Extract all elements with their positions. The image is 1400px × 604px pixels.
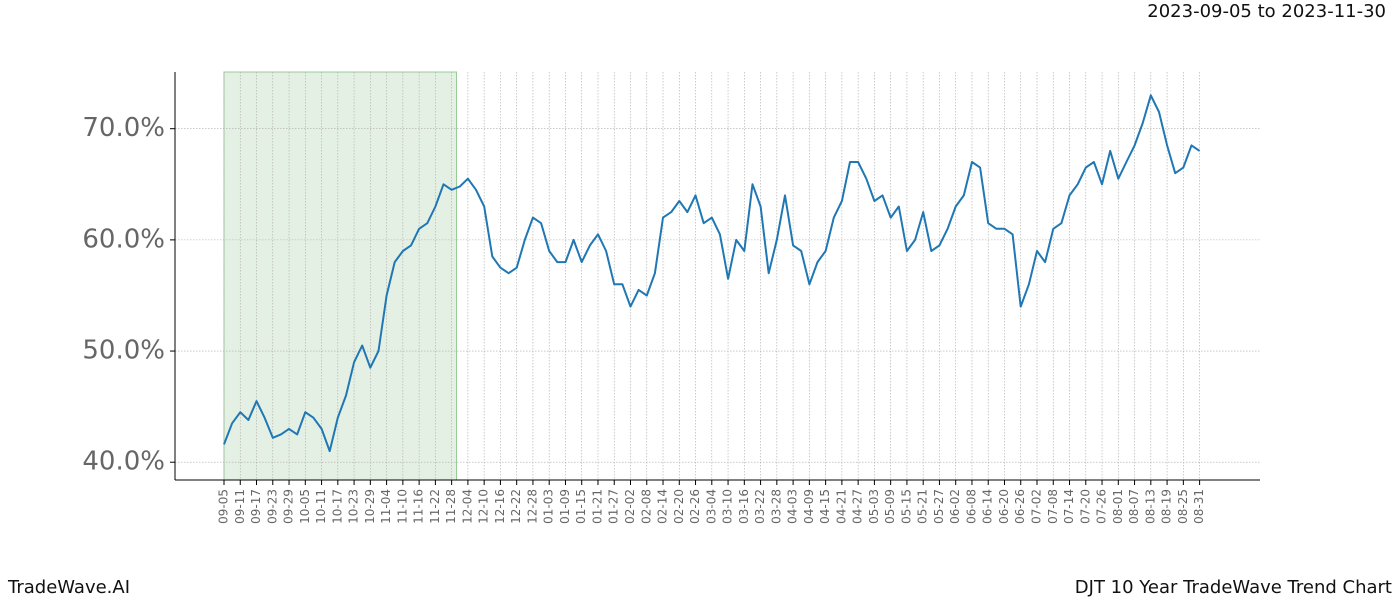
x-tick-label: 02-26 xyxy=(688,489,702,524)
x-tick-label: 03-22 xyxy=(753,489,767,524)
x-tick-label: 02-02 xyxy=(623,489,637,524)
x-tick-label: 08-07 xyxy=(1127,489,1141,524)
x-tick-label: 04-27 xyxy=(851,489,865,524)
x-tick-label: 05-15 xyxy=(899,489,913,524)
x-tick-label: 04-09 xyxy=(802,489,816,524)
x-tick-label: 11-22 xyxy=(428,489,442,524)
x-tick-label: 07-14 xyxy=(1062,489,1076,524)
x-tick-label: 08-19 xyxy=(1160,489,1174,524)
x-tick-label: 07-26 xyxy=(1095,489,1109,524)
y-tick-label: 50.0% xyxy=(82,336,165,366)
x-tick-label: 11-10 xyxy=(395,489,409,524)
x-tick-label: 08-25 xyxy=(1176,489,1190,524)
x-tick-label: 02-14 xyxy=(656,489,670,524)
x-tick-label: 11-16 xyxy=(412,489,426,524)
x-tick-label: 08-13 xyxy=(1143,489,1157,524)
footer-left: TradeWave.AI xyxy=(7,577,130,598)
x-tick-label: 04-15 xyxy=(818,489,832,524)
x-tick-label: 07-08 xyxy=(1046,489,1060,524)
x-tick-label: 07-20 xyxy=(1078,489,1092,524)
x-tick-label: 12-28 xyxy=(525,489,539,524)
x-tick-label: 01-03 xyxy=(542,489,556,524)
x-tick-label: 10-17 xyxy=(330,489,344,524)
x-tick-label: 12-16 xyxy=(493,489,507,524)
x-tick-label: 06-02 xyxy=(948,489,962,524)
y-tick-label: 40.0% xyxy=(82,447,165,477)
x-tick-label: 12-22 xyxy=(509,489,523,524)
x-tick-label: 09-23 xyxy=(265,489,279,524)
x-tick-label: 06-14 xyxy=(981,489,995,524)
x-tick-label: 10-29 xyxy=(363,489,377,524)
x-tick-label: 05-27 xyxy=(932,489,946,524)
x-tick-label: 06-26 xyxy=(1013,489,1027,524)
footer-right: DJT 10 Year TradeWave Trend Chart xyxy=(1075,577,1392,598)
x-tick-label: 02-20 xyxy=(672,489,686,524)
x-tick-label: 01-27 xyxy=(607,489,621,524)
x-tick-label: 09-11 xyxy=(233,489,247,524)
x-tick-label: 03-10 xyxy=(721,489,735,524)
x-tick-label: 09-29 xyxy=(282,489,296,524)
x-tick-label: 06-20 xyxy=(997,489,1011,524)
x-tick-label: 05-09 xyxy=(883,489,897,524)
x-tick-label: 01-09 xyxy=(558,489,572,524)
x-tick-label: 03-04 xyxy=(704,489,718,524)
x-tick-label: 09-05 xyxy=(217,489,231,524)
x-tick-label: 03-28 xyxy=(769,489,783,524)
x-tick-label: 09-17 xyxy=(249,489,263,524)
x-tick-label: 02-08 xyxy=(639,489,653,524)
trend-line xyxy=(223,94,1201,453)
x-tick-label: 03-16 xyxy=(737,489,751,524)
y-tick-label: 60.0% xyxy=(82,224,165,254)
x-tick-label: 12-10 xyxy=(477,489,491,524)
x-tick-label: 05-21 xyxy=(916,489,930,524)
x-tick-label: 12-04 xyxy=(460,489,474,524)
y-tick-label: 70.0% xyxy=(82,113,165,143)
x-tick-label: 10-11 xyxy=(314,489,328,524)
x-tick-label: 06-08 xyxy=(964,489,978,524)
x-tick-label: 01-21 xyxy=(590,489,604,524)
x-tick-label: 10-23 xyxy=(347,489,361,524)
x-tick-label: 10-05 xyxy=(298,489,312,524)
x-tick-label: 08-01 xyxy=(1111,489,1125,524)
x-tick-label: 11-04 xyxy=(379,489,393,524)
subtitle: 2023-09-05 to 2023-11-30 xyxy=(1147,1,1386,22)
x-tick-label: 07-02 xyxy=(1030,489,1044,524)
x-tick-label: 05-03 xyxy=(867,489,881,524)
x-tick-label: 04-21 xyxy=(834,489,848,524)
x-tick-label: 01-15 xyxy=(574,489,588,524)
x-tick-label: 04-03 xyxy=(786,489,800,524)
shaded-region xyxy=(223,71,458,481)
x-tick-label: 08-31 xyxy=(1192,489,1206,524)
x-tick-label: 11-28 xyxy=(444,489,458,524)
